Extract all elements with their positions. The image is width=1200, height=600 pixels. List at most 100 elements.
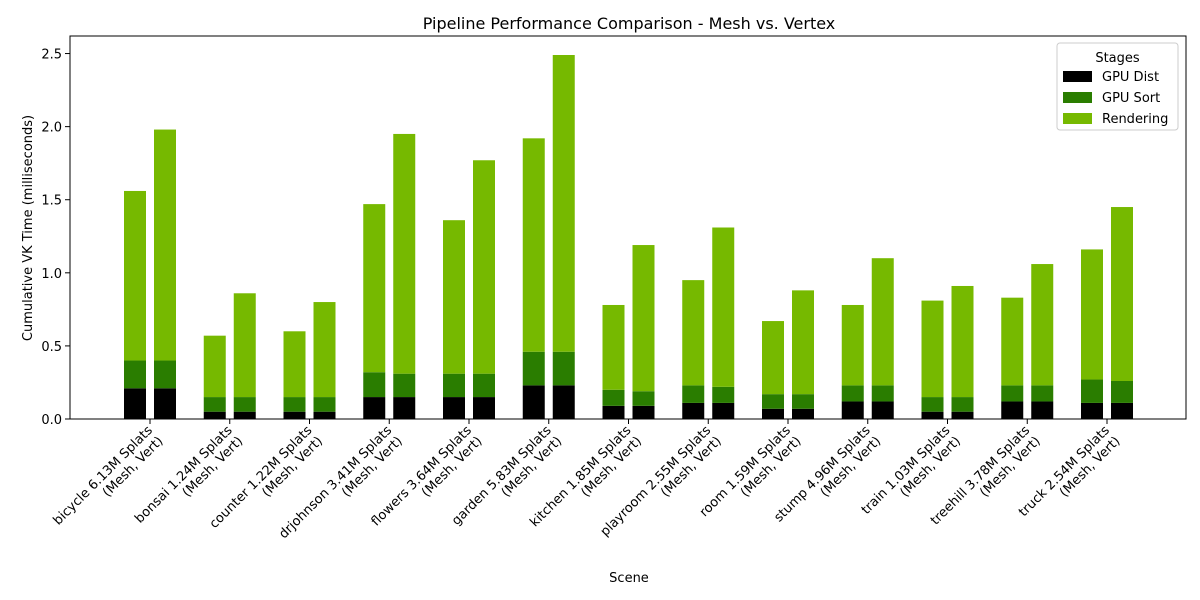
bar-rendering-mesh-2: [283, 331, 306, 398]
bar-rendering-mesh-11: [1001, 297, 1024, 386]
bar-gpu-sort-vert-4: [473, 373, 495, 398]
chart-title: Pipeline Performance Comparison - Mesh v…: [423, 14, 836, 33]
bar-gpu-sort-vert-2: [313, 397, 336, 412]
bar-gpu-dist-vert-7: [712, 402, 735, 419]
bar-gpu-dist-vert-6: [632, 405, 655, 419]
plot-frame: [69, 35, 1187, 420]
bar-gpu-dist-mesh-12: [1081, 402, 1103, 419]
bar-gpu-sort-mesh-8: [762, 394, 784, 409]
bar-gpu-sort-mesh-6: [602, 389, 625, 406]
bar-gpu-sort-mesh-0: [124, 360, 146, 389]
bar-gpu-sort-vert-12: [1111, 380, 1133, 403]
bar-rendering-mesh-3: [363, 204, 386, 373]
bar-gpu-dist-vert-11: [1031, 401, 1054, 419]
bar-gpu-sort-vert-7: [712, 386, 735, 403]
bar-gpu-sort-mesh-10: [921, 397, 944, 412]
bar-gpu-sort-vert-0: [154, 360, 176, 389]
bar-gpu-dist-vert-1: [233, 411, 256, 419]
bar-rendering-vert-10: [951, 285, 974, 398]
y-tick-label: 0.0: [41, 413, 62, 428]
bar-rendering-mesh-4: [443, 220, 465, 374]
bar-gpu-dist-mesh-9: [841, 401, 864, 419]
bar-gpu-dist-mesh-6: [602, 405, 625, 419]
bar-rendering-vert-9: [871, 258, 894, 386]
bar-rendering-vert-7: [712, 227, 735, 387]
bar-gpu-dist-mesh-3: [363, 397, 386, 419]
bar-rendering-mesh-10: [921, 300, 944, 398]
bar-gpu-dist-vert-5: [552, 385, 575, 419]
y-tick-label: 2.5: [41, 48, 62, 63]
bar-gpu-sort-vert-5: [552, 351, 575, 386]
bar-gpu-dist-mesh-0: [124, 388, 146, 419]
bar-gpu-sort-vert-9: [871, 385, 894, 402]
bar-gpu-dist-mesh-5: [522, 385, 545, 419]
bar-gpu-sort-mesh-9: [841, 385, 864, 402]
bar-gpu-sort-vert-3: [393, 373, 416, 398]
bar-gpu-dist-vert-4: [473, 397, 495, 419]
legend-box: [1056, 42, 1179, 131]
bar-gpu-dist-vert-2: [313, 411, 336, 419]
bar-gpu-sort-mesh-5: [522, 351, 545, 386]
y-tick-label: 2.0: [41, 121, 62, 136]
bar-rendering-mesh-6: [602, 304, 625, 390]
bar-gpu-dist-mesh-8: [762, 408, 784, 419]
bar-gpu-sort-mesh-11: [1001, 385, 1024, 402]
bar-rendering-mesh-1: [203, 335, 226, 398]
bar-gpu-sort-mesh-12: [1081, 379, 1103, 403]
bar-gpu-dist-vert-0: [154, 388, 176, 419]
y-tick-label: 0.5: [41, 340, 62, 355]
bar-rendering-vert-3: [393, 133, 416, 374]
bar-rendering-vert-12: [1111, 207, 1133, 381]
bar-gpu-dist-vert-9: [871, 401, 894, 419]
bar-rendering-vert-5: [552, 55, 575, 352]
bar-gpu-sort-mesh-3: [363, 372, 386, 398]
bar-rendering-mesh-5: [522, 138, 545, 352]
bar-gpu-dist-vert-12: [1111, 402, 1133, 419]
bar-gpu-sort-vert-1: [233, 397, 256, 412]
bar-gpu-sort-vert-8: [792, 394, 814, 409]
y-axis-title: Cumulative VK Time (milliseconds): [21, 115, 36, 341]
legend-title: Stages: [1095, 51, 1140, 66]
bar-rendering-vert-11: [1031, 264, 1054, 386]
bar-rendering-vert-2: [313, 302, 336, 398]
legend-label: Rendering: [1102, 112, 1168, 127]
bar-rendering-mesh-12: [1081, 249, 1103, 380]
legend-swatch-gpu-dist: [1063, 71, 1092, 82]
bar-gpu-dist-mesh-7: [682, 402, 705, 419]
y-axis: 0.0 0.5 1.0 1.5 2.0 2.5: [41, 48, 70, 428]
bar-gpu-sort-vert-6: [632, 391, 655, 406]
bar-gpu-sort-vert-10: [951, 397, 974, 412]
legend-label: GPU Dist: [1102, 70, 1159, 85]
legend-swatch-gpu-sort: [1063, 92, 1092, 103]
bar-gpu-dist-vert-8: [792, 408, 814, 419]
bar-rendering-mesh-8: [762, 321, 784, 395]
bar-rendering-vert-8: [792, 290, 814, 395]
bar-rendering-mesh-0: [124, 190, 146, 361]
bar-rendering-mesh-7: [682, 280, 705, 386]
x-axis: bicycle 6.13M Splats(Mesh, Vert)bonsai 1…: [51, 419, 1123, 542]
legend-swatch-rendering: [1063, 113, 1092, 124]
x-axis-title: Scene: [609, 571, 649, 586]
bar-rendering-mesh-9: [841, 304, 864, 386]
legend-label: GPU Sort: [1102, 91, 1160, 106]
bar-rendering-vert-0: [154, 129, 176, 361]
bar-rendering-vert-6: [632, 245, 655, 392]
y-tick-label: 1.0: [41, 267, 62, 282]
y-tick-label: 1.5: [41, 194, 62, 209]
bar-gpu-dist-mesh-2: [283, 411, 306, 419]
bar-gpu-sort-mesh-7: [682, 385, 705, 403]
bar-gpu-sort-vert-11: [1031, 385, 1054, 402]
bar-gpu-dist-mesh-10: [921, 411, 944, 419]
bar-gpu-dist-vert-3: [393, 397, 416, 419]
bar-rendering-vert-4: [473, 160, 495, 374]
x-tick-label: bicycle 6.13M Splats(Mesh, Vert): [51, 423, 167, 539]
bar-gpu-dist-mesh-11: [1001, 401, 1024, 419]
bars-layer: [124, 55, 1133, 419]
bar-gpu-dist-mesh-4: [443, 397, 465, 419]
bar-gpu-sort-mesh-4: [443, 373, 465, 398]
legend: Stages GPU Dist GPU Sort Rendering: [1056, 42, 1179, 131]
bar-gpu-sort-mesh-2: [283, 397, 306, 412]
bar-gpu-sort-mesh-1: [203, 397, 226, 412]
bar-gpu-dist-mesh-1: [203, 411, 226, 419]
